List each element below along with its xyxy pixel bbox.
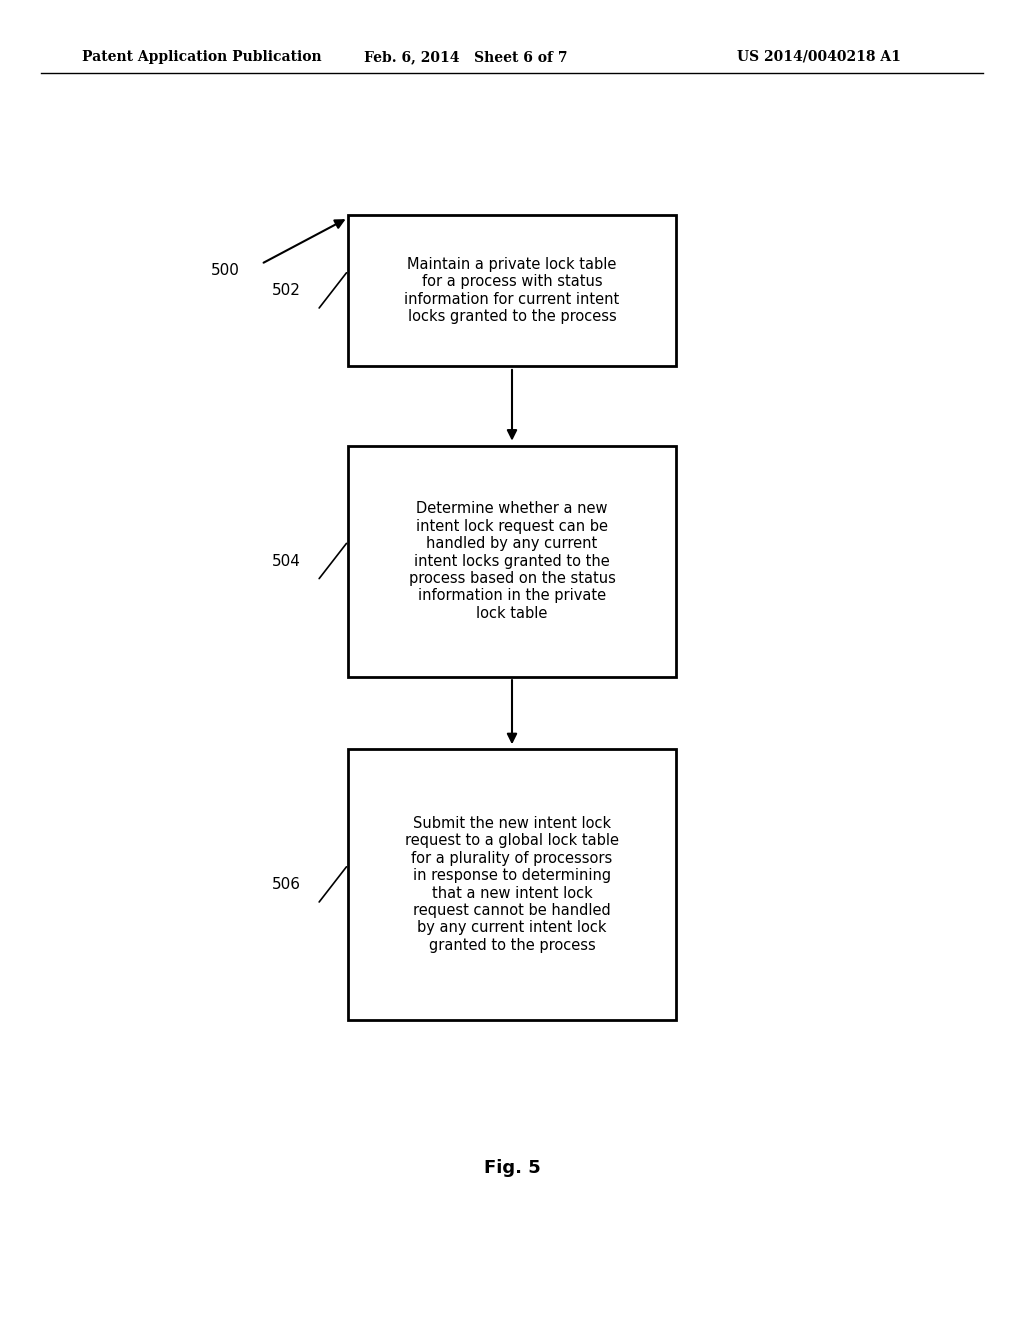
- Text: Feb. 6, 2014   Sheet 6 of 7: Feb. 6, 2014 Sheet 6 of 7: [365, 50, 567, 63]
- Text: 502: 502: [272, 282, 301, 298]
- Text: US 2014/0040218 A1: US 2014/0040218 A1: [737, 50, 901, 63]
- Text: 504: 504: [272, 553, 301, 569]
- Text: Determine whether a new
intent lock request can be
handled by any current
intent: Determine whether a new intent lock requ…: [409, 502, 615, 620]
- Text: 500: 500: [211, 263, 240, 279]
- Text: Submit the new intent lock
request to a global lock table
for a plurality of pro: Submit the new intent lock request to a …: [406, 816, 618, 953]
- Text: Fig. 5: Fig. 5: [483, 1159, 541, 1177]
- Text: Patent Application Publication: Patent Application Publication: [82, 50, 322, 63]
- Text: 506: 506: [272, 876, 301, 892]
- FancyBboxPatch shape: [348, 214, 676, 366]
- FancyBboxPatch shape: [348, 446, 676, 677]
- FancyBboxPatch shape: [348, 750, 676, 1019]
- Text: Maintain a private lock table
for a process with status
information for current : Maintain a private lock table for a proc…: [404, 257, 620, 323]
